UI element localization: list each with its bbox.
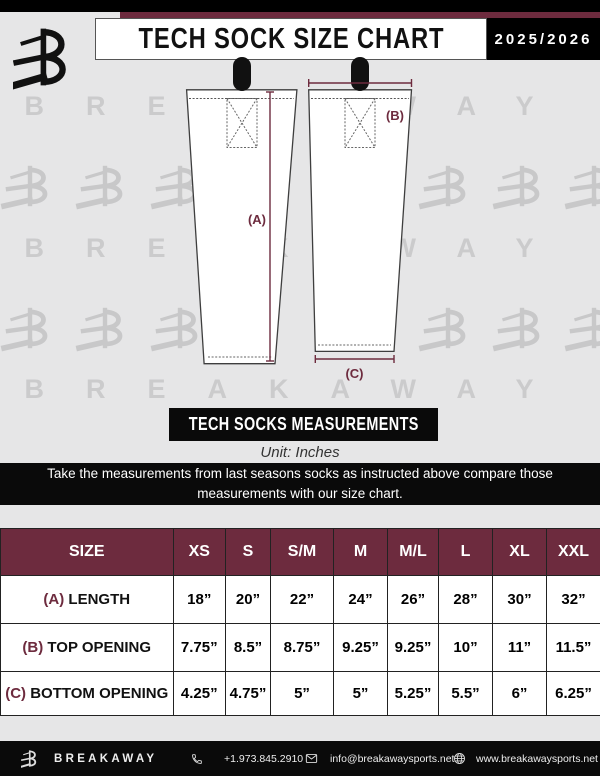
svg-text:(C): (C): [345, 366, 363, 381]
svg-text:(B): (B): [386, 108, 404, 123]
svg-text:(A): (A): [248, 212, 266, 227]
